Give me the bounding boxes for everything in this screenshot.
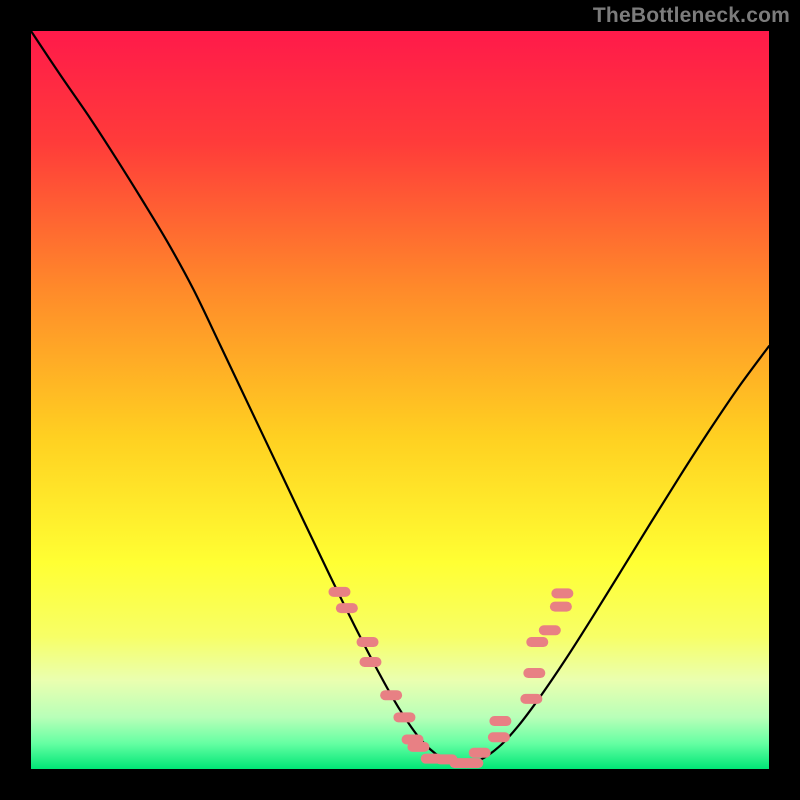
recommendation-marker [523, 668, 545, 678]
chart-canvas [0, 0, 800, 800]
recommendation-marker [328, 587, 350, 597]
recommendation-marker [520, 694, 542, 704]
bottleneck-chart: TheBottleneck.com [0, 0, 800, 800]
recommendation-marker [550, 602, 572, 612]
recommendation-marker [380, 690, 402, 700]
watermark-label: TheBottleneck.com [593, 4, 790, 28]
recommendation-marker [551, 588, 573, 598]
recommendation-marker [539, 625, 561, 635]
recommendation-marker [393, 712, 415, 722]
recommendation-marker [488, 732, 510, 742]
recommendation-marker [357, 637, 379, 647]
recommendation-marker [469, 748, 491, 758]
recommendation-marker [336, 603, 358, 613]
plot-area [31, 31, 769, 769]
recommendation-marker [461, 758, 483, 768]
recommendation-marker [359, 657, 381, 667]
recommendation-marker [407, 742, 429, 752]
recommendation-marker [489, 716, 511, 726]
recommendation-marker [526, 637, 548, 647]
